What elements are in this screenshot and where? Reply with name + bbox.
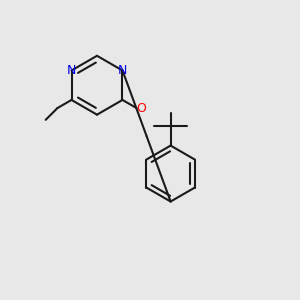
Text: N: N <box>118 64 127 77</box>
Text: N: N <box>67 64 76 77</box>
Text: O: O <box>136 101 146 115</box>
